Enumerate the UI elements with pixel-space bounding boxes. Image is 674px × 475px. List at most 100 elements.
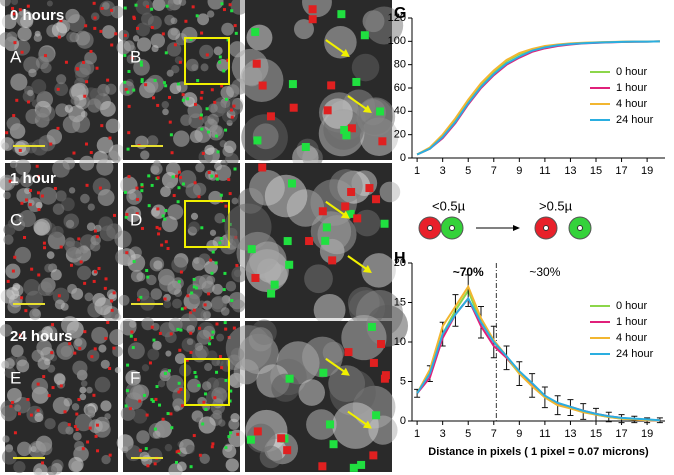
red-spot — [37, 175, 41, 179]
green-spot — [283, 237, 292, 246]
red-spot — [127, 104, 131, 108]
red-spot — [23, 236, 27, 240]
red-spot — [92, 279, 96, 283]
zoom-box — [184, 37, 230, 85]
green-spot — [357, 460, 366, 469]
panel-letter: H — [394, 250, 406, 267]
blob — [199, 453, 210, 464]
red-spot — [103, 286, 107, 290]
red-spot — [93, 347, 97, 351]
red-spot — [94, 434, 98, 438]
blob — [65, 219, 75, 229]
blob — [114, 230, 132, 248]
red-spot — [161, 32, 165, 36]
blob — [361, 253, 396, 288]
red-spot — [191, 5, 195, 9]
red-spot — [13, 431, 17, 435]
blob — [228, 429, 246, 448]
blob — [68, 187, 76, 194]
blob — [44, 263, 54, 273]
red-spot — [179, 270, 183, 274]
legend-label: 0 hour — [616, 66, 648, 78]
blob — [230, 0, 249, 15]
red-spot — [144, 83, 148, 87]
legend-label: 24 hour — [616, 348, 654, 360]
x-tick-label: 9 — [516, 165, 522, 177]
red-spot — [230, 115, 234, 119]
red-spot — [26, 398, 30, 402]
red-spot — [207, 292, 211, 296]
green-spot — [150, 398, 154, 402]
blob — [7, 219, 17, 228]
green-spot — [177, 381, 181, 385]
red-spot — [220, 366, 224, 370]
red-spot — [112, 346, 116, 350]
green-spot — [140, 189, 144, 193]
green-spot — [208, 342, 212, 346]
green-spot — [144, 447, 148, 451]
green-spot — [190, 291, 194, 295]
red-spot — [36, 382, 40, 386]
green-spot — [180, 307, 184, 311]
red-spot — [378, 137, 387, 146]
diagram-label: >0.5µ — [539, 198, 573, 213]
red-spot — [112, 291, 116, 295]
blob — [176, 461, 187, 472]
green-spot — [146, 275, 150, 279]
green-spot — [201, 422, 205, 426]
red-spot — [224, 204, 228, 208]
red-spot — [145, 413, 149, 417]
blob — [324, 25, 357, 59]
blob — [230, 413, 240, 423]
blob — [163, 300, 172, 309]
panel-letter: B — [130, 47, 141, 66]
red-spot — [177, 390, 181, 394]
blob — [6, 116, 21, 131]
red-spot — [177, 449, 181, 453]
red-spot — [224, 327, 228, 331]
red-spot — [93, 26, 97, 30]
red-spot — [377, 340, 386, 349]
red-spot — [347, 187, 356, 196]
blob — [329, 369, 376, 416]
green-spot — [186, 97, 190, 101]
red-spot — [161, 417, 165, 421]
red-spot — [6, 279, 10, 283]
green-spot — [270, 280, 279, 289]
legend-label: 4 hour — [616, 332, 648, 344]
red-spot — [36, 191, 40, 195]
red-spot — [132, 15, 136, 19]
green-spot — [199, 113, 203, 117]
red-spot — [79, 260, 83, 264]
red-spot — [318, 462, 327, 471]
blob — [218, 419, 226, 427]
red-spot — [283, 446, 292, 455]
blob — [44, 418, 56, 430]
green-spot — [123, 80, 127, 84]
red-spot — [135, 26, 139, 30]
green-spot — [194, 375, 198, 379]
red-spot — [95, 235, 99, 239]
green-spot — [134, 3, 138, 7]
blob — [31, 442, 42, 453]
blob — [186, 325, 196, 334]
green-spot — [285, 260, 294, 269]
red-spot — [169, 412, 173, 416]
red-spot — [341, 202, 350, 211]
green-spot — [132, 88, 136, 92]
green-spot — [342, 131, 351, 140]
annotation: ~30% — [529, 265, 560, 279]
red-spot — [229, 108, 233, 112]
red-spot — [93, 270, 97, 274]
blob — [14, 404, 22, 412]
red-spot — [125, 251, 129, 255]
blob — [172, 277, 184, 290]
blob — [39, 187, 58, 205]
blob — [62, 157, 76, 170]
annotation: ~70% — [453, 265, 484, 279]
texture — [116, 313, 246, 475]
green-spot — [123, 53, 127, 57]
red-spot — [92, 1, 96, 5]
blob — [57, 421, 71, 435]
blob — [171, 65, 180, 74]
